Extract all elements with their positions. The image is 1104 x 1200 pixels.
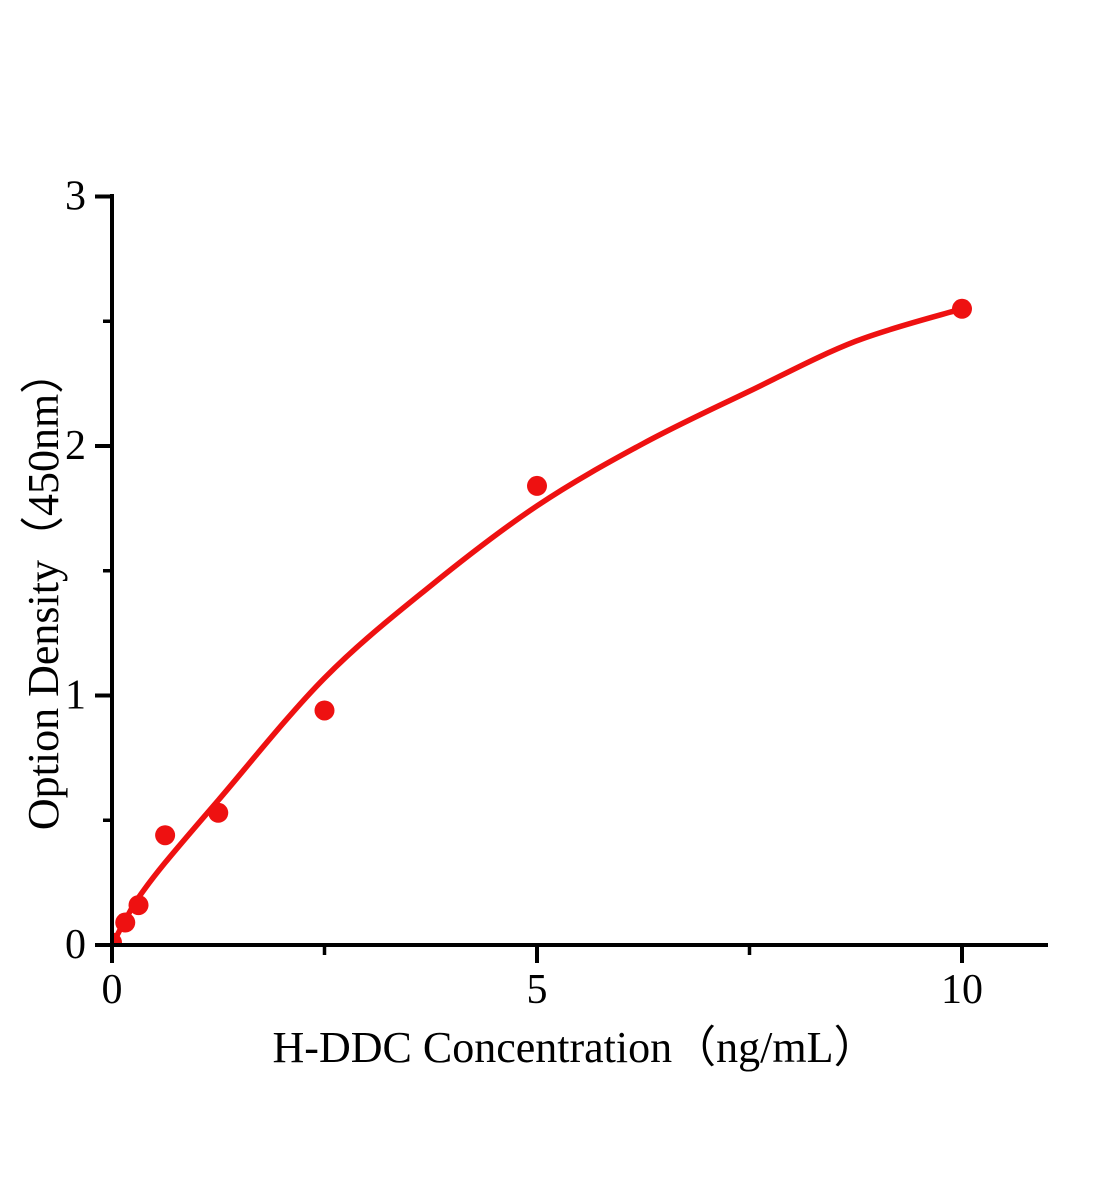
y-tick-label: 0 <box>65 922 86 968</box>
x-axis-label: H-DDC Concentration（ng/mL） <box>273 1023 878 1072</box>
x-tick-label: 5 <box>527 967 548 1013</box>
data-point <box>527 475 547 496</box>
axes <box>95 194 1048 963</box>
series-layer <box>114 298 972 947</box>
data-point <box>155 825 176 846</box>
y-tick-label: 1 <box>65 673 86 719</box>
data-point <box>314 700 335 721</box>
y-tick-labels: 0 1 2 3 <box>65 174 86 969</box>
x-tick-label: 0 <box>102 967 123 1013</box>
fit-curve <box>114 306 965 947</box>
y-tick-label: 3 <box>65 174 86 220</box>
x-tick-labels: 0 5 10 <box>102 967 984 1013</box>
data-point <box>208 802 229 823</box>
y-axis-label: Option Density（450nm） <box>19 350 68 830</box>
data-point <box>115 912 136 933</box>
data-point <box>952 298 972 319</box>
x-tick-label: 10 <box>941 967 983 1013</box>
y-tick-label: 2 <box>65 423 86 469</box>
x-axis-ticks <box>110 945 964 963</box>
data-point <box>128 895 149 916</box>
y-axis-ticks <box>95 194 112 947</box>
